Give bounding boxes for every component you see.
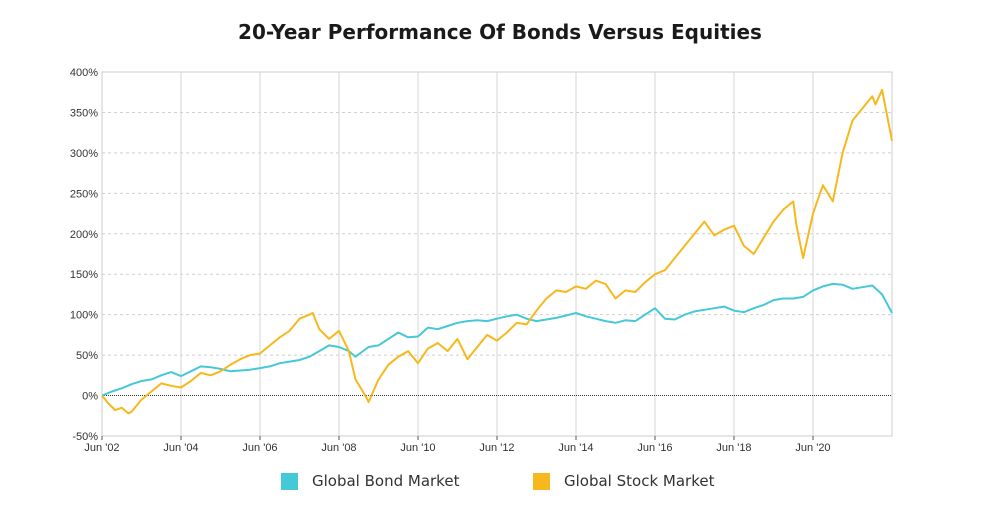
x-tick-label: Jun '12: [479, 442, 514, 454]
series-lines: [101, 88, 893, 415]
x-tick-label: Jun '08: [321, 442, 356, 454]
grid-lines: [102, 72, 892, 436]
series-line-0: [101, 282, 893, 397]
legend: Global Bond Market Global Stock Market: [0, 472, 1000, 496]
y-tick-label: -50%: [72, 431, 98, 443]
y-tick-label: 400%: [70, 67, 98, 79]
y-tick-label: 200%: [70, 229, 98, 241]
legend-label-bond: Global Bond Market: [312, 472, 460, 490]
x-tick-label: Jun '02: [84, 442, 119, 454]
x-tick-label: Jun '06: [242, 442, 277, 454]
x-tick-label: Jun '18: [716, 442, 751, 454]
x-tick-label: Jun '14: [558, 442, 593, 454]
x-tick-label: Jun '20: [795, 442, 830, 454]
y-tick-label: 150%: [70, 269, 98, 281]
y-tick-label: 50%: [76, 350, 98, 362]
legend-item-stock: Global Stock Market: [533, 472, 714, 490]
legend-label-stock: Global Stock Market: [564, 472, 715, 490]
y-axis: -50% 0% 50% 100% 150% 200% 250% 300% 350% 400%: [70, 67, 98, 443]
legend-item-bond: Global Bond Market: [281, 472, 459, 490]
x-tick-label: Jun '04: [163, 442, 198, 454]
y-tick-label: 0%: [82, 391, 98, 403]
y-tick-label: 350%: [70, 107, 98, 119]
chart-title: 20-Year Performance Of Bonds Versus Equi…: [238, 20, 762, 44]
y-tick-label: 300%: [70, 148, 98, 160]
x-tick-label: Jun '10: [400, 442, 435, 454]
x-tick-label: Jun '16: [637, 442, 672, 454]
y-tick-label: 100%: [70, 310, 98, 322]
legend-swatch-stock: [533, 472, 550, 490]
series-line-1: [101, 88, 893, 415]
legend-swatch-bond: [281, 472, 298, 490]
x-axis: Jun '02 Jun '04 Jun '06 Jun '08 Jun '10 Jun '…: [84, 436, 831, 454]
y-tick-label: 250%: [70, 188, 98, 200]
